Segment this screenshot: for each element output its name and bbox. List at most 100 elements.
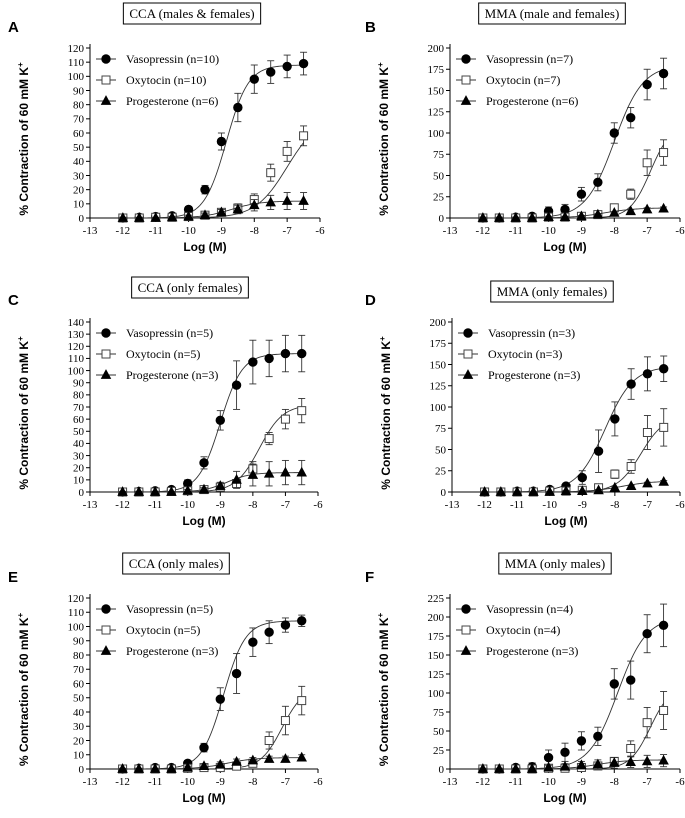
data-point [298, 58, 309, 69]
legend-marker [101, 328, 111, 338]
data-point [182, 484, 193, 495]
y-tick-label: 100 [68, 621, 85, 633]
y-axis-label-text: % Contraction of 60 mM K [377, 67, 391, 216]
data-point [134, 212, 145, 222]
legend-marker [460, 645, 472, 655]
x-tick-label: -7 [281, 776, 291, 788]
x-tick-label: -6 [313, 499, 323, 511]
data-point [510, 212, 521, 222]
legend-marker [101, 54, 111, 64]
data-point [264, 736, 274, 745]
legend-label: Progesterone (n=6) [486, 94, 578, 108]
y-tick-label: 25 [435, 466, 447, 478]
data-point [543, 211, 554, 222]
legend-marker [100, 95, 112, 105]
y-tick-label: 0 [439, 764, 445, 776]
legend-label: Progesterone (n=6) [126, 94, 218, 108]
panel-d: D MMA (only females) 0 25 50 75 100 125 150 175 20… [365, 280, 685, 528]
data-point [280, 414, 290, 424]
data-point [610, 469, 620, 479]
y-tick-label: 80 [73, 650, 85, 662]
legend-label: Progesterone (n=3) [126, 368, 218, 382]
data-point [198, 483, 210, 494]
legend-label: Vasopressin (n=5) [126, 602, 213, 616]
data-point [658, 620, 669, 631]
fit-curve [122, 406, 302, 493]
data-point [609, 757, 620, 767]
data-point [641, 755, 653, 766]
data-point [479, 486, 490, 496]
y-tick-label: 75 [435, 423, 447, 435]
panel-title: MMA (male and females) [485, 6, 620, 21]
x-tick-label: -9 [216, 499, 226, 511]
x-tick-label: -7 [643, 499, 653, 511]
y-tick-label: 90 [73, 85, 85, 97]
data-point [626, 379, 636, 389]
y-tick-label: 0 [441, 487, 447, 499]
data-point [560, 485, 572, 496]
panel-title: MMA (only females) [497, 284, 607, 299]
data-point [626, 462, 636, 471]
data-point [200, 184, 210, 195]
data-point [659, 422, 669, 432]
y-tick-label: 20 [73, 735, 85, 747]
x-axis-label: Log (M) [544, 514, 587, 528]
x-tick-label: -6 [315, 225, 325, 237]
data-point [625, 480, 637, 490]
fit-curve [122, 142, 304, 219]
data-point [265, 196, 276, 207]
fit-curve [484, 424, 664, 493]
x-axis-label: Log (M) [543, 791, 586, 805]
data-point [576, 759, 587, 770]
data-point [248, 637, 258, 647]
y-tick-label: 175 [428, 631, 445, 643]
data-point [658, 754, 669, 765]
y-tick-label: 125 [428, 107, 445, 119]
y-tick-label: 225 [428, 593, 445, 605]
x-tick-label: -12 [115, 499, 130, 511]
y-tick-label: 200 [428, 43, 445, 55]
x-tick-label: -11 [510, 499, 524, 511]
y-tick-label: 140 [68, 317, 85, 329]
y-tick-label: 90 [73, 636, 85, 648]
fit-curve [122, 472, 302, 493]
data-point [609, 481, 621, 492]
x-tick-label: -10 [541, 776, 556, 788]
y-tick-label: 120 [68, 43, 85, 55]
panel-title: CCA (only females) [138, 280, 243, 295]
legend: Vasopressin (n=10) Oxytocin (n=10) Progest… [96, 52, 219, 108]
data-point [658, 202, 669, 213]
fit-curve [122, 200, 304, 219]
data-point [298, 195, 309, 205]
legend-label: Oxytocin (n=3) [488, 347, 562, 361]
data-point [642, 718, 652, 728]
fit-curve [482, 703, 664, 770]
data-point [149, 486, 161, 496]
x-tick-label: -6 [313, 776, 323, 788]
panel-c: C CCA (only females) 010203040506070809010… [8, 276, 323, 528]
y-tick-label: 130 [68, 329, 85, 341]
fit-curve [484, 367, 664, 493]
data-point [150, 212, 161, 222]
panel-letter: A [8, 19, 19, 36]
y-tick-label: 110 [68, 607, 85, 619]
data-point [560, 747, 570, 757]
legend-marker [101, 75, 111, 85]
legend-marker [101, 349, 111, 359]
x-tick-label: -6 [675, 225, 685, 237]
data-point [264, 434, 274, 444]
legend-label: Oxytocin (n=5) [126, 623, 200, 637]
data-point [626, 675, 636, 685]
data-point [296, 466, 307, 477]
data-point [249, 199, 260, 210]
x-tick-label: -13 [83, 499, 98, 511]
panel-b: B MMA (male and females) 0 25 50 75 100 125 150 1… [365, 2, 685, 254]
legend-label: Vasopressin (n=3) [488, 326, 575, 340]
data-point [577, 472, 587, 483]
data-point [247, 469, 259, 479]
y-tick-label: 25 [433, 192, 445, 204]
data-point [609, 128, 619, 138]
series-progesterone [479, 475, 669, 496]
legend: Vasopressin (n=5) Oxytocin (n=5) Progester… [96, 602, 218, 658]
